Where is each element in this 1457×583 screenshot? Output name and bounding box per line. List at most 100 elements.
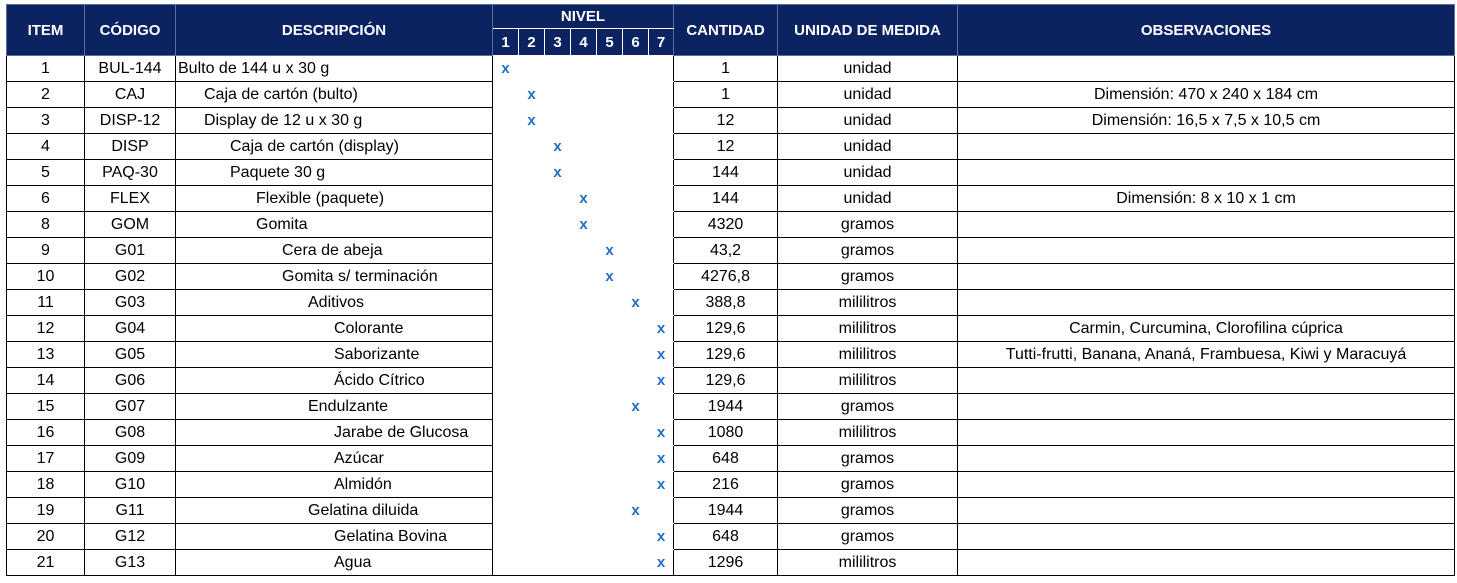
header-nivel: NIVEL	[491, 4, 675, 29]
level-marker: x	[579, 215, 588, 233]
level-cell-2: x	[518, 107, 545, 134]
level-cell-6: x	[622, 289, 649, 316]
level-cell-4	[570, 55, 597, 82]
level-cell-1	[492, 549, 519, 576]
header-level-3: 3	[544, 28, 571, 56]
cell-codigo: G12	[84, 523, 176, 550]
cell-item: 4	[6, 133, 85, 160]
level-cell-3	[544, 419, 571, 446]
level-marker: x	[631, 293, 640, 311]
cell-observaciones	[957, 55, 1456, 82]
level-marker: x	[656, 345, 666, 363]
header-observaciones: OBSERVACIONES	[957, 4, 1456, 56]
cell-observaciones: Dimensión: 16,5 x 7,5 x 10,5 cm	[957, 107, 1456, 134]
cell-unidad: gramos	[777, 393, 959, 420]
cell-unidad: unidad	[777, 81, 959, 108]
level-cell-5	[596, 55, 623, 82]
table-row: 14 G06 Ácido Cítrico x 129,6 mililitros	[6, 367, 1456, 394]
level-cell-3	[544, 367, 571, 394]
level-marker: x	[631, 397, 640, 415]
cell-codigo: G02	[84, 263, 176, 290]
level-marker: x	[656, 371, 666, 389]
cell-descripcion: Flexible (paquete)	[175, 185, 493, 212]
level-cell-1	[492, 471, 519, 498]
cell-item: 10	[6, 263, 85, 290]
level-cell-4	[570, 471, 597, 498]
level-cell-5	[596, 393, 623, 420]
level-cell-5	[596, 497, 623, 524]
cell-item: 13	[6, 341, 85, 368]
level-cell-2	[518, 185, 545, 212]
level-cell-7: x	[647, 523, 675, 550]
cell-codigo: G06	[84, 367, 176, 394]
level-cell-4	[570, 159, 597, 186]
level-cell-6	[622, 263, 649, 290]
level-cell-1	[492, 367, 519, 394]
level-cell-3	[544, 81, 571, 108]
cell-cantidad: 144	[673, 159, 779, 186]
cell-descripcion: Caja de cartón (bulto)	[175, 81, 493, 108]
level-cell-3	[544, 549, 571, 576]
cell-observaciones	[957, 549, 1456, 576]
cell-observaciones: Tutti-frutti, Banana, Ananá, Frambuesa, …	[957, 341, 1456, 368]
level-cell-6	[622, 549, 649, 576]
cell-descripcion: Agua	[175, 549, 493, 576]
descripcion-text: Bulto de 144 u x 30 g	[178, 59, 330, 77]
level-marker: x	[656, 475, 666, 493]
table-row: 12 G04 Colorante x 129,6 mililitros Carmin, Cu…	[6, 315, 1456, 342]
level-cell-5: x	[596, 263, 623, 290]
level-cell-4	[570, 263, 597, 290]
cell-descripcion: Jarabe de Glucosa	[175, 419, 493, 446]
cell-observaciones	[957, 263, 1456, 290]
level-cell-6	[622, 211, 649, 238]
level-cell-2	[518, 341, 545, 368]
table-row: 6 FLEX Flexible (paquete) x 144 unidad Dimensi…	[6, 185, 1456, 212]
descripcion-text: Azúcar	[334, 449, 384, 467]
cell-unidad: gramos	[777, 237, 959, 264]
level-cell-3	[544, 497, 571, 524]
cell-unidad: unidad	[777, 159, 959, 186]
descripcion-text: Gomita s/ terminación	[282, 267, 438, 285]
cell-codigo: FLEX	[84, 185, 176, 212]
level-cell-5	[596, 549, 623, 576]
level-marker: x	[656, 449, 666, 467]
cell-observaciones	[957, 133, 1456, 160]
descripcion-text: Endulzante	[308, 397, 389, 415]
table-row: 2 CAJ Caja de cartón (bulto) x 1 unidad Dimens…	[6, 81, 1456, 108]
level-cell-7	[647, 289, 675, 316]
cell-observaciones	[957, 393, 1456, 420]
table-row: 1 BUL-144 Bulto de 144 u x 30 g x 1 unidad	[6, 55, 1456, 82]
cell-descripcion: Aditivos	[175, 289, 493, 316]
header-item: ITEM	[6, 4, 85, 56]
cell-cantidad: 12	[673, 107, 779, 134]
level-cell-5	[596, 367, 623, 394]
table-row: 18 G10 Almidón x 216 gramos	[6, 471, 1456, 498]
level-cell-3: x	[544, 133, 571, 160]
descripcion-text: Aditivos	[308, 293, 365, 311]
level-cell-7	[647, 263, 675, 290]
level-marker: x	[553, 137, 562, 155]
cell-cantidad: 1080	[673, 419, 779, 446]
level-cell-1	[492, 497, 519, 524]
level-marker: x	[656, 527, 666, 545]
table-row: 21 G13 Agua x 1296 mililitros	[6, 549, 1456, 576]
level-cell-2	[518, 55, 545, 82]
level-cell-4	[570, 289, 597, 316]
cell-cantidad: 216	[673, 471, 779, 498]
cell-observaciones	[957, 471, 1456, 498]
level-cell-5	[596, 315, 623, 342]
header-level-6: 6	[622, 28, 649, 56]
cell-item: 15	[6, 393, 85, 420]
cell-unidad: gramos	[777, 211, 959, 238]
level-cell-7	[647, 237, 675, 264]
cell-item: 17	[6, 445, 85, 472]
cell-codigo: G04	[84, 315, 176, 342]
level-cell-4	[570, 549, 597, 576]
cell-descripcion: Gomita	[175, 211, 493, 238]
table-row: 16 G08 Jarabe de Glucosa x 1080 mililitros	[6, 419, 1456, 446]
table-row: 15 G07 Endulzante x 1944 gramos	[6, 393, 1456, 420]
cell-unidad: unidad	[777, 133, 959, 160]
level-cell-3: x	[544, 159, 571, 186]
cell-observaciones	[957, 367, 1456, 394]
cell-cantidad: 1944	[673, 393, 779, 420]
